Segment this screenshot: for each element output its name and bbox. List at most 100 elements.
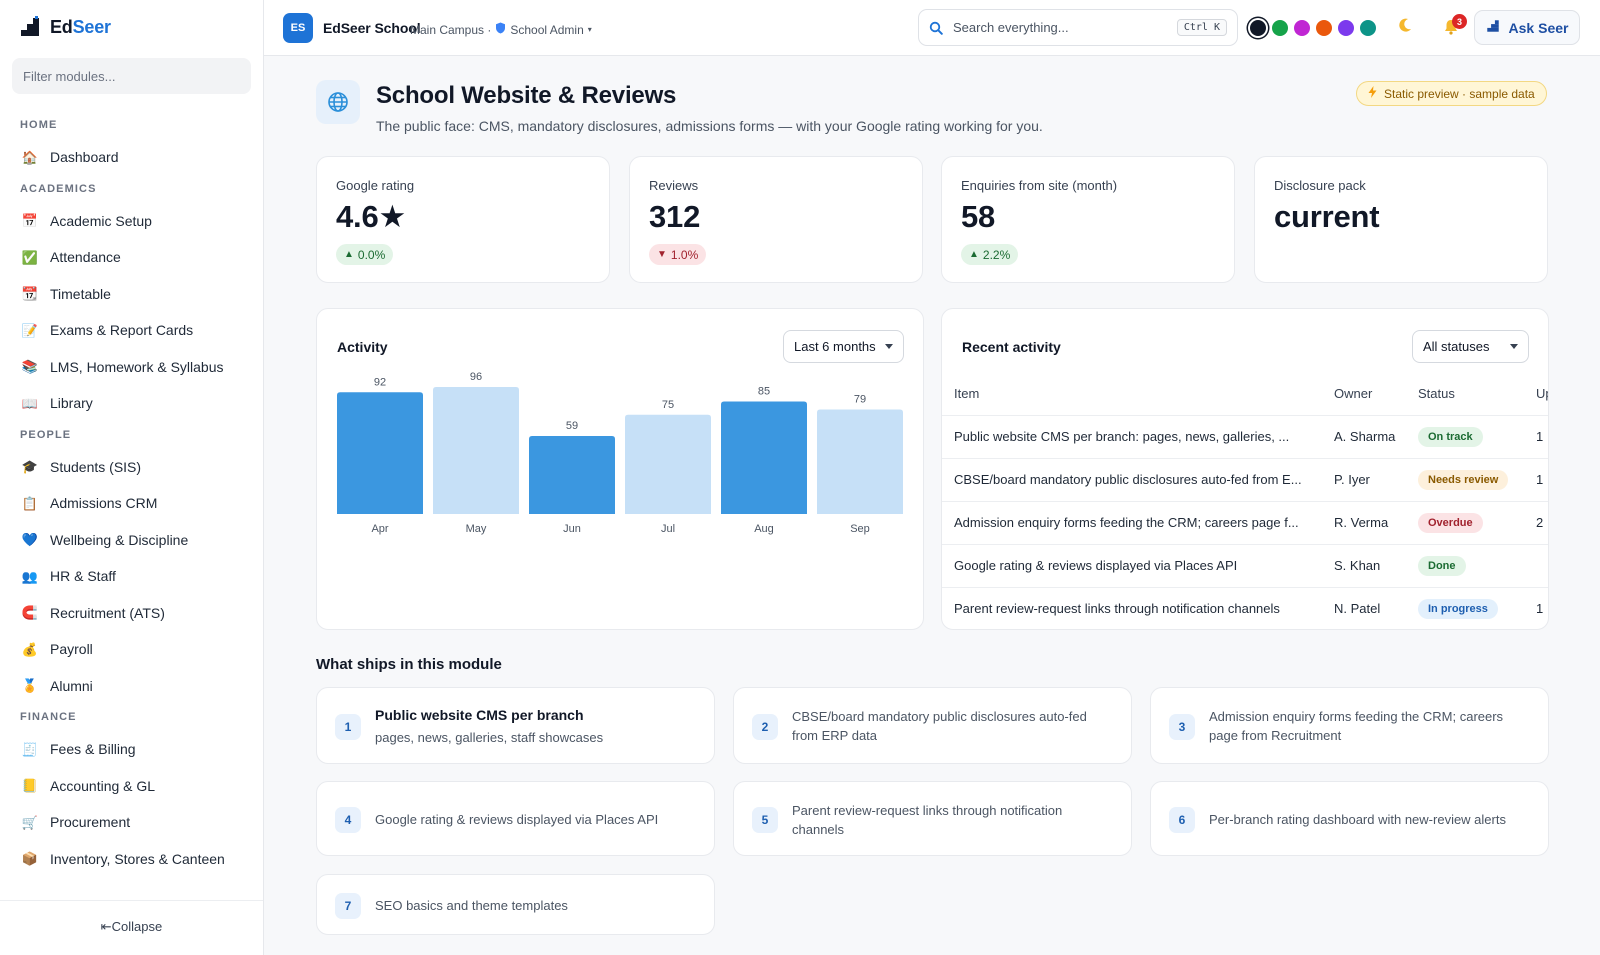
nav-section-title: ACADEMICS	[20, 182, 97, 195]
bar-apr[interactable]	[337, 392, 423, 514]
feature-description: pages, news, galleries, staff showcases	[375, 730, 604, 745]
sidebar-item-alumni[interactable]: 🏅 Alumni	[0, 668, 263, 705]
moon-icon[interactable]	[1397, 17, 1413, 38]
nav-section-title: PEOPLE	[20, 428, 72, 441]
bar-value-label: 85	[758, 386, 770, 398]
org-name[interactable]: EdSeer School	[323, 20, 421, 36]
bar-sep[interactable]	[817, 409, 903, 514]
cart-icon: 🛒	[21, 814, 39, 830]
row-owner: N. Patel	[1334, 601, 1381, 617]
table-row[interactable]: Public website CMS per branch: pages, ne…	[942, 415, 1548, 459]
col-updated[interactable]: Up	[1536, 373, 1548, 416]
feature-description: CBSE/board mandatory public disclosures …	[792, 709, 1087, 743]
sidebar-item-academic-setup[interactable]: 📅 Academic Setup	[0, 203, 263, 240]
org-context[interactable]: Main Campus · School Admin ▾	[410, 22, 592, 37]
bar-jun[interactable]	[529, 435, 615, 514]
col-status[interactable]: Status	[1418, 373, 1536, 416]
status-filter-select[interactable]: All statuses	[1412, 330, 1529, 363]
memo-icon: 📝	[21, 322, 39, 338]
sidebar-item-students-sis[interactable]: 🎓 Students (SIS)	[0, 449, 263, 486]
bar-jul[interactable]	[625, 414, 711, 514]
calendar-icon: 📅	[21, 213, 39, 229]
bar-value-label: 96	[470, 371, 482, 383]
theme-color-swatch[interactable]	[1338, 20, 1354, 36]
x-tick-label: Sep	[850, 523, 870, 535]
sidebar-item-lms-homework-syllabus[interactable]: 📚 LMS, Homework & Syllabus	[0, 349, 263, 386]
sidebar-item-procurement[interactable]: 🛒 Procurement	[0, 804, 263, 841]
col-item[interactable]: Item	[942, 373, 1334, 416]
org-badge[interactable]: ES	[283, 13, 313, 43]
table-row[interactable]: Admission enquiry forms feeding the CRM;…	[942, 501, 1548, 545]
row-owner: S. Khan	[1334, 544, 1418, 588]
sidebar-item-admissions-crm[interactable]: 📋 Admissions CRM	[0, 485, 263, 522]
feature-text-block: Public website CMS per branch pages, news…	[375, 706, 694, 747]
theme-color-swatch[interactable]	[1316, 20, 1332, 36]
sidebar-item-hr-staff[interactable]: 👥 HR & Staff	[0, 558, 263, 595]
kpi-label: Reviews	[649, 178, 699, 193]
magnet-icon: 🧲	[21, 605, 39, 621]
sidebar-item-label: Procurement	[50, 814, 131, 831]
x-tick-label: Jul	[661, 523, 675, 535]
sidebar-item-timetable[interactable]: 📆 Timetable	[0, 276, 263, 313]
bar-may[interactable]	[433, 387, 519, 514]
logo-icon	[19, 16, 41, 38]
feature-number: 1	[335, 714, 361, 740]
checkbox-icon: ✅	[21, 249, 39, 265]
receipt-icon: 🧾	[21, 741, 39, 757]
sidebar-item-label: Timetable	[50, 285, 111, 302]
table-row[interactable]: CBSE/board mandatory public disclosures …	[942, 458, 1548, 502]
sidebar-item-payroll[interactable]: 💰 Payroll	[0, 631, 263, 668]
feature-number: 5	[752, 807, 778, 833]
brand-suffix: Seer	[72, 16, 111, 37]
row-item: Google rating & reviews displayed via Pl…	[942, 544, 1334, 588]
col-owner[interactable]: Owner	[1334, 373, 1418, 416]
search-input[interactable]	[953, 20, 1167, 35]
app-logo[interactable]: EdSeer	[19, 16, 111, 38]
sidebar-item-exams-report-cards[interactable]: 📝 Exams & Report Cards	[0, 312, 263, 349]
sidebar-item-accounting-gl[interactable]: 📒 Accounting & GL	[0, 768, 263, 805]
sidebar: EdSeer HOME 🏠 Dashboard ACADEMICS 📅 Academic …	[0, 0, 264, 955]
table-row[interactable]: Parent review-request links through noti…	[942, 587, 1548, 629]
theme-color-swatch[interactable]	[1294, 20, 1310, 36]
kpi-card: Google rating 4.6★ ▲ 0.0%	[316, 156, 610, 283]
status-badge: Overdue	[1418, 512, 1483, 533]
sidebar-item-label: Wellbeing & Discipline	[50, 531, 189, 548]
kpi-label: Enquiries from site (month)	[961, 178, 1118, 193]
row-owner: R. Verma	[1334, 501, 1418, 545]
sidebar-item-fees-billing[interactable]: 🧾 Fees & Billing	[0, 731, 263, 768]
triangle-up-icon: ▲	[969, 249, 979, 260]
row-owner: P. Iyer	[1334, 458, 1418, 502]
theme-color-swatch[interactable]	[1250, 20, 1266, 36]
collapse-button[interactable]: ⇤Collapse	[0, 900, 263, 955]
theme-color-swatch[interactable]	[1360, 20, 1376, 36]
row-status-cell: Done	[1418, 544, 1536, 588]
feature-text-block: Admission enquiry forms feeding the CRM;…	[1209, 707, 1528, 745]
sidebar-item-recruitment-ats[interactable]: 🧲 Recruitment (ATS)	[0, 595, 263, 632]
feature-number: 2	[752, 714, 778, 740]
kpi-value: 312	[649, 199, 701, 234]
topbar: ES EdSeer School Main Campus · School Ad…	[264, 0, 1600, 56]
feature-card: 5 Parent review-request links through not…	[733, 781, 1132, 856]
sidebar-item-label: Students (SIS)	[50, 458, 142, 475]
sidebar-item-label: Alumni	[50, 677, 93, 694]
table-row[interactable]: Google rating & reviews displayed via Pl…	[942, 544, 1548, 588]
row-item: Public website CMS per branch: pages, ne…	[942, 415, 1334, 459]
sidebar-item-wellbeing-discipline[interactable]: 💙 Wellbeing & Discipline	[0, 522, 263, 559]
global-search[interactable]: Ctrl K	[918, 9, 1238, 46]
bar-aug[interactable]	[721, 401, 807, 514]
row-updated: 1	[1536, 458, 1548, 502]
feature-card: 3 Admission enquiry forms feeding the CRM…	[1150, 687, 1549, 764]
sidebar-item-attendance[interactable]: ✅ Attendance	[0, 239, 263, 276]
kpi-trend-badge: ▲ 2.2%	[961, 244, 1019, 265]
theme-color-swatch[interactable]	[1272, 20, 1288, 36]
ledger-icon: 📒	[21, 778, 39, 794]
ask-seer-button[interactable]: Ask Seer	[1474, 10, 1580, 45]
filter-modules-input[interactable]	[12, 58, 251, 94]
sidebar-item-label: Library	[50, 395, 93, 412]
sidebar-item-label: Dashboard	[50, 149, 119, 166]
triangle-down-icon: ▼	[657, 249, 667, 260]
sidebar-item-library[interactable]: 📖 Library	[0, 385, 263, 422]
activity-range-select[interactable]: Last 6 months	[783, 330, 904, 363]
sidebar-item-inventory-stores-canteen[interactable]: 📦 Inventory, Stores & Canteen	[0, 841, 263, 878]
sidebar-item-dashboard[interactable]: 🏠 Dashboard	[0, 139, 263, 176]
